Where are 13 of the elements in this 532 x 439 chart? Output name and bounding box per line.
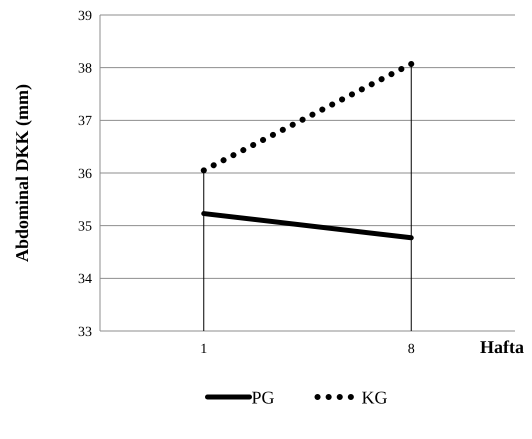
y-tick-label: 36 — [78, 166, 92, 182]
legend-label: PG — [252, 387, 275, 408]
y-axis-title: Abdominal DKK (mm) — [12, 84, 32, 262]
x-tick-label: 1 — [200, 342, 208, 357]
y-tick-label: 35 — [78, 220, 92, 235]
x-axis-title: Hafta — [480, 337, 524, 357]
y-tick-label: 37 — [78, 114, 92, 130]
x-tick-label: 8 — [408, 342, 415, 357]
y-tick-label: 33 — [78, 324, 92, 340]
y-tick-label: 39 — [78, 8, 92, 24]
y-tick-label: 34 — [78, 272, 92, 288]
y-tick-label: 38 — [78, 62, 92, 77]
legend-label: KG — [362, 387, 388, 408]
